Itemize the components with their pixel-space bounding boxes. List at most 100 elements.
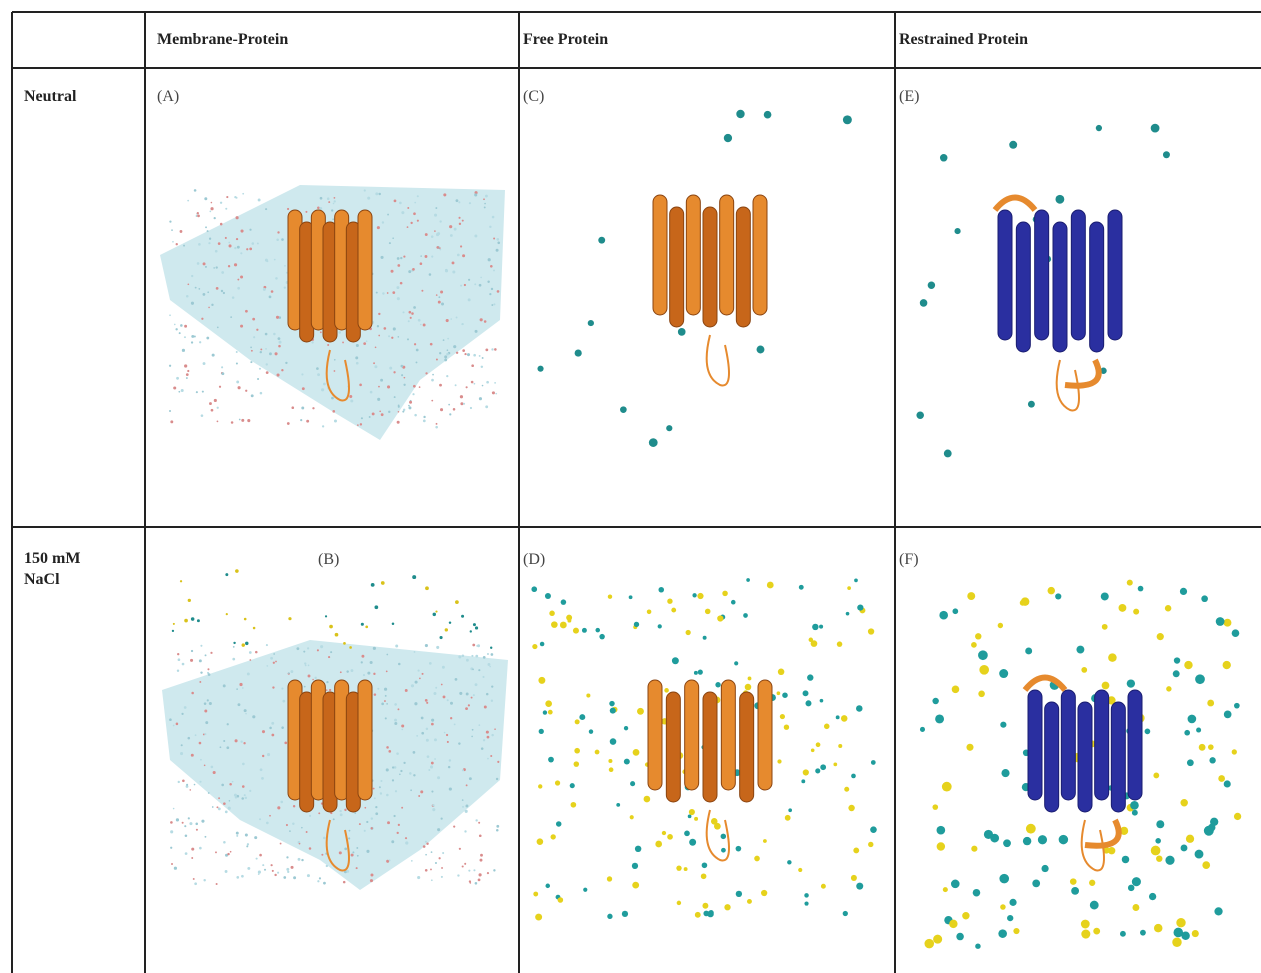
ion (447, 741, 449, 743)
ion (195, 734, 197, 736)
ion (251, 350, 253, 352)
ion (285, 362, 287, 364)
ion (227, 853, 229, 855)
ion (757, 346, 765, 354)
ion (555, 780, 560, 785)
ion (205, 654, 207, 656)
ion (307, 647, 309, 649)
ion (242, 763, 245, 766)
ion (392, 766, 394, 768)
ion (473, 354, 476, 357)
ion (333, 818, 335, 820)
ion (798, 868, 802, 872)
ion (951, 880, 960, 889)
ion (999, 669, 1008, 678)
ion (487, 653, 489, 655)
ion (186, 295, 189, 298)
ion (470, 407, 472, 409)
ion (1081, 920, 1090, 929)
ion (694, 671, 698, 675)
ion (265, 348, 267, 350)
ion (1021, 597, 1029, 605)
ion (417, 220, 419, 222)
ion (440, 249, 442, 251)
ion (599, 634, 604, 639)
ion (172, 241, 174, 243)
ion (474, 283, 476, 285)
ion (469, 202, 471, 204)
ion (478, 822, 480, 824)
ion (237, 246, 240, 249)
ion (462, 769, 464, 771)
ion (405, 841, 408, 844)
ion (414, 414, 417, 417)
ion (240, 276, 243, 279)
ion (474, 193, 477, 196)
ion (487, 872, 489, 874)
ion (428, 769, 430, 771)
ion (1180, 799, 1187, 806)
ion (229, 783, 232, 786)
ion (188, 817, 190, 819)
ion (378, 313, 380, 315)
ion (475, 683, 478, 686)
ion (176, 723, 179, 726)
ion (363, 342, 366, 345)
ion (1216, 617, 1225, 626)
ion (446, 353, 449, 356)
ion (1214, 907, 1222, 915)
ion (267, 753, 270, 756)
ion (256, 329, 258, 331)
ion (453, 826, 455, 828)
ion (485, 405, 488, 408)
ion (692, 593, 696, 597)
ion (432, 808, 435, 811)
ion (489, 293, 491, 295)
ion (439, 220, 441, 222)
ion (456, 317, 458, 319)
ion (382, 292, 384, 294)
ion (731, 600, 736, 605)
ion (462, 806, 464, 808)
ion (932, 698, 938, 704)
ion (609, 701, 614, 706)
ion (329, 625, 333, 629)
ion (394, 719, 397, 722)
ion (240, 741, 242, 743)
ion (410, 789, 412, 791)
ion (184, 336, 186, 338)
ion (1180, 588, 1187, 595)
ion (216, 266, 218, 268)
ion (487, 280, 489, 282)
ion (223, 841, 226, 844)
ion (475, 819, 477, 821)
ion (239, 419, 241, 421)
ion (426, 728, 428, 730)
ion (429, 273, 432, 276)
figure-art (0, 0, 1261, 973)
ion (177, 670, 179, 672)
ion (493, 238, 495, 240)
ion (763, 839, 767, 843)
ion (364, 830, 366, 832)
ion (446, 734, 448, 736)
ion (397, 421, 400, 424)
ion (183, 245, 185, 247)
ion (239, 683, 242, 686)
ion (320, 645, 323, 648)
ion (266, 363, 268, 365)
ion (456, 352, 458, 354)
ion (868, 842, 873, 847)
ion (474, 234, 477, 237)
ion (386, 703, 388, 705)
ion (647, 610, 652, 615)
helix (703, 207, 717, 327)
ion (400, 282, 403, 285)
ion (328, 656, 330, 658)
ion (288, 617, 291, 620)
ion (287, 871, 289, 873)
ion (743, 613, 748, 618)
ion (271, 722, 274, 725)
ion (441, 818, 443, 820)
ion (389, 367, 392, 370)
